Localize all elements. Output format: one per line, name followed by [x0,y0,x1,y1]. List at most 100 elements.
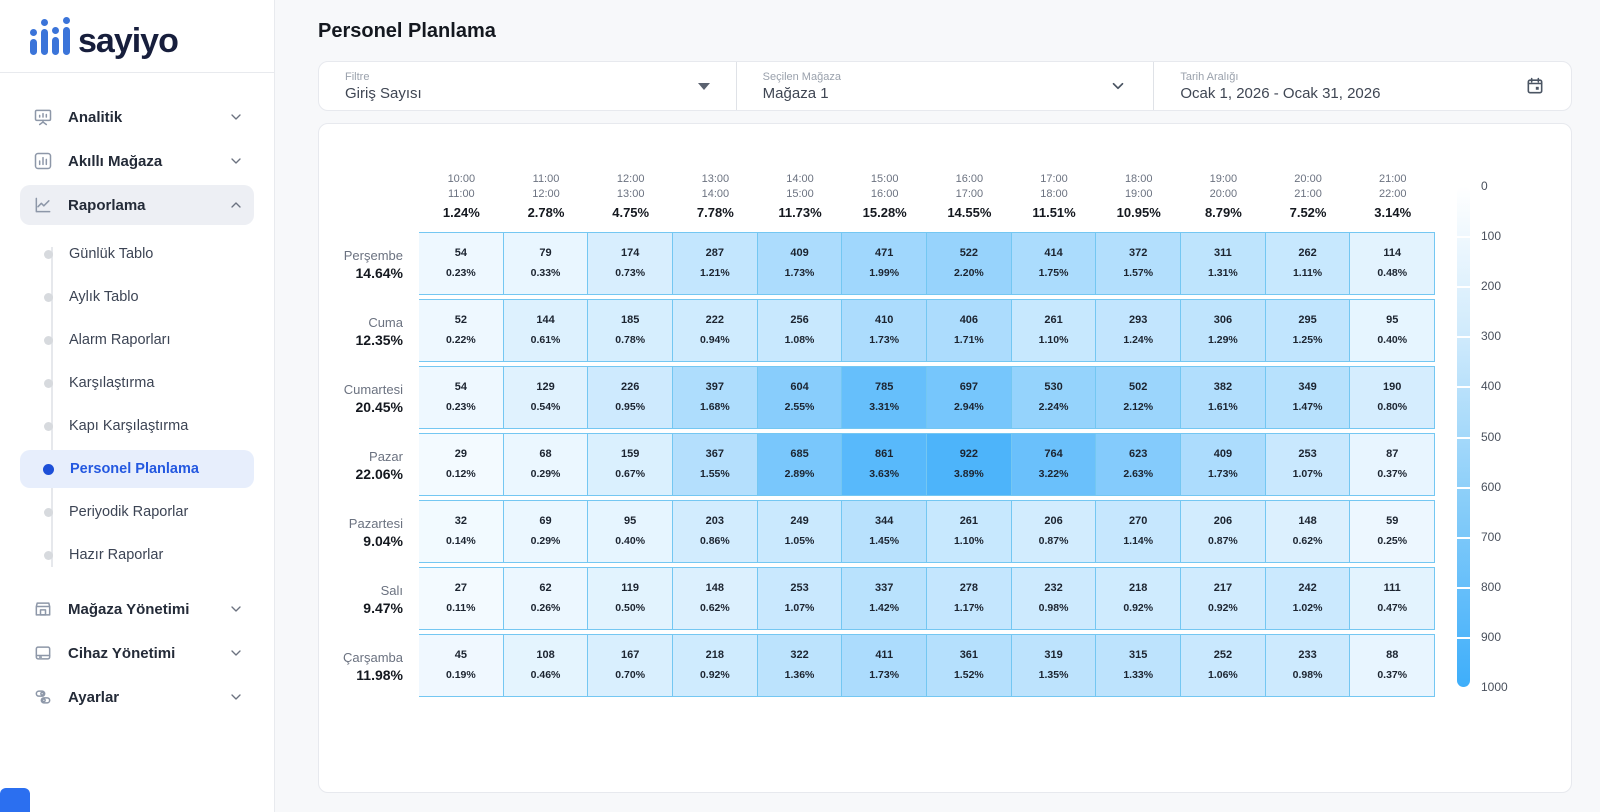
heatmap-cell: 685 2.89% [757,432,843,496]
heatmap-cell: 253 1.07% [757,566,843,630]
heatmap-cell: 111 0.47% [1350,566,1436,630]
bullet-icon [44,421,53,431]
cell-count: 59 [1386,515,1399,528]
cell-percent: 1.10% [953,535,984,548]
heatmap-cell: 203 0.86% [673,499,758,563]
sidebar-subitem-kap-kar-la-t-rma[interactable]: Kapı Karşılaştırma [20,407,254,445]
cell-count: 111 [1383,582,1401,595]
heatmap-cell: 471 1.99% [842,231,928,295]
sidebar-subitem-ayl-k-tablo[interactable]: Aylık Tablo [20,278,254,316]
legend-tick-label: 1000 [1481,680,1508,694]
column-time-end: 14:00 [701,188,730,201]
date-range-picker[interactable]: Tarih Aralığı Ocak 1, 2026 - Ocak 31, 20… [1153,62,1571,110]
cell-count: 95 [624,515,637,528]
heatmap-cell: 69 0.29% [503,499,589,563]
chevron-down-icon[interactable] [1109,77,1127,95]
column-time-start: 17:00 [1040,173,1068,185]
cell-count: 922 [959,448,979,461]
store-select[interactable]: Seçilen Mağaza Mağaza 1 [735,62,1154,110]
heatmap-cell: 206 0.87% [1011,499,1097,563]
heatmap-cell: 785 3.31% [842,365,928,429]
column-time-start: 18:00 [1124,173,1153,185]
cell-count: 242 [1298,582,1317,595]
column-time-end: 19:00 [1124,188,1153,201]
heatmap-cell: 88 0.37% [1350,633,1436,697]
cell-percent: 0.50% [615,602,646,615]
cell-count: 344 [875,515,894,528]
calendar-icon[interactable] [1525,76,1545,96]
chevron-down-icon [228,601,244,617]
cell-count: 278 [959,582,979,595]
cell-percent: 0.62% [699,602,730,615]
cell-percent: 3.63% [869,468,900,481]
heatmap-cell: 59 0.25% [1350,499,1436,563]
filter-label: Filtre [345,70,370,83]
cell-count: 174 [621,247,640,260]
cell-count: 159 [621,448,640,461]
sidebar-item-raporlama[interactable]: Raporlama [20,185,254,225]
heatmap-cell: 217 0.92% [1181,566,1266,630]
cell-percent: 1.55% [699,468,730,481]
divider [0,72,274,73]
cell-percent: 0.70% [615,669,646,682]
sidebar-item-ayarlar[interactable]: Ayarlar [20,677,254,717]
cell-count: 604 [790,381,809,394]
heatmap-cell: 406 1.71% [927,298,1012,362]
cell-count: 206 [1044,515,1063,528]
cell-count: 253 [1298,448,1317,461]
sidebar-item-magaza-yonetimi[interactable]: Mağaza Yönetimi [20,589,254,629]
cell-percent: 1.42% [869,602,900,615]
column-time-end: 22:00 [1378,188,1407,201]
sidebar-item-analitik[interactable]: Analitik [20,97,254,137]
legend-tick [1457,286,1470,289]
heatmap-cell: 253 1.07% [1265,432,1351,496]
heatmap-cell: 382 1.61% [1181,365,1266,429]
heatmap-cell: 349 1.47% [1265,365,1351,429]
heatmap-column-header: 15:00 16:00 15.28% [842,172,927,226]
heatmap-column-header: 21:00 22:00 3.14% [1350,172,1435,226]
line-chart-icon [32,194,54,216]
cell-percent: 1.52% [953,669,984,682]
sidebar-item-akilli-magaza[interactable]: Akıllı Mağaza [20,141,254,181]
sidebar-subitem-personel-planlama[interactable]: Personel Planlama [20,450,254,488]
heatmap-row: Cuma 12.35% 52 0.22% 144 0.61% 185 0.78% 222 0.94… [327,298,1436,362]
cell-count: 530 [1044,381,1063,394]
logo: sayiyo [0,0,274,72]
cell-percent: 3.31% [869,401,900,414]
cell-count: 471 [875,247,894,260]
cell-count: 68 [539,448,552,461]
cell-percent: 0.40% [1377,334,1408,347]
cell-percent: 0.48% [1377,267,1408,280]
cell-count: 54 [454,381,467,394]
chat-widget[interactable] [0,788,30,812]
sidebar-subitem-haz-r-raporlar[interactable]: Hazır Raporlar [20,536,254,574]
heatmap-cell: 54 0.23% [419,231,504,295]
sidebar-subitem-periyodik-raporlar[interactable]: Periyodik Raporlar [20,493,254,531]
bullet-icon [44,335,53,345]
sidebar-subitem-alarm-raporlar-[interactable]: Alarm Raporları [20,321,254,359]
heatmap-cell: 148 0.62% [1265,499,1351,563]
heatmap-cell: 319 1.35% [1011,633,1097,697]
cell-percent: 0.11% [446,602,476,615]
cell-percent: 1.29% [1207,334,1238,347]
cell-percent: 1.45% [869,535,900,548]
heatmap-cell: 232 0.98% [1011,566,1097,630]
cell-count: 190 [1383,381,1402,394]
legend-tick [1457,536,1470,539]
filter-value: Giriş Sayısı [345,84,422,102]
cell-percent: 1.25% [1292,334,1323,347]
cell-count: 261 [959,515,979,528]
cell-count: 69 [539,515,552,528]
dropdown-triangle-icon[interactable] [697,82,710,90]
sidebar-subitem-kar-la-t-rma[interactable]: Karşılaştırma [20,364,254,402]
sidebar-subitem-g-nl-k-tablo[interactable]: Günlük Tablo [20,235,254,273]
cell-percent: 2.12% [1123,401,1154,414]
cell-percent: 3.89% [953,468,984,481]
heatmap-row-label: Perşembe 14.64% [327,232,419,295]
column-time-end: 17:00 [955,188,984,201]
cell-count: 45 [454,649,467,662]
sidebar-item-cihaz-yonetimi[interactable]: Cihaz Yönetimi [20,633,254,673]
filter-select[interactable]: Filtre Giriş Sayısı [319,62,736,110]
store-label: Seçilen Mağaza [762,70,841,83]
bullet-icon [44,249,53,259]
